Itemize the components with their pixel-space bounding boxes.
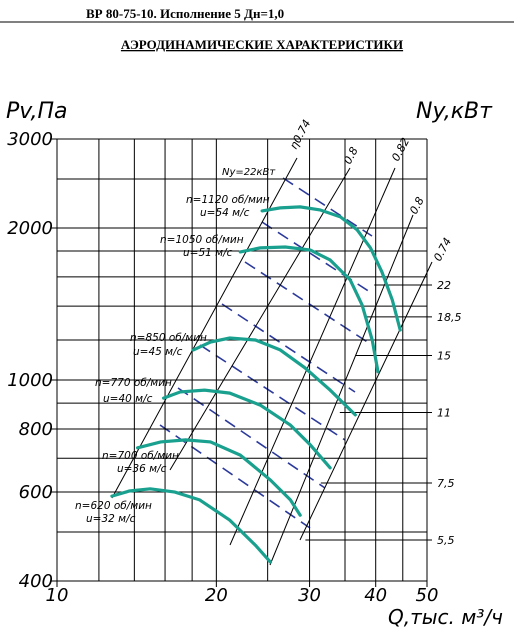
speed-curve [110, 487, 272, 564]
speed-curve [162, 388, 332, 470]
chart-title: АЭРОДИНАМИЧЕСКИЕ ХАРАКТЕРИСТИКИ [121, 37, 403, 52]
efficiency-line [169, 167, 351, 471]
efficiency-line [269, 214, 414, 566]
efficiency-line [299, 261, 433, 541]
curve-speed-label: u=54 м/с [200, 207, 250, 219]
speed-curve [238, 245, 380, 374]
x-axis-label: Q,тыс. м³/ч [388, 605, 503, 629]
y-tick-label: 2000 [7, 218, 53, 239]
speed-curve [191, 336, 357, 417]
y2-tick-label: 15 [437, 349, 451, 362]
y-axis-label: Pv,Па [6, 99, 68, 124]
y2-axis-label: Ny,кВт [416, 99, 493, 124]
y-tick-label: 800 [19, 419, 53, 440]
speed-curve [260, 205, 402, 332]
y2-tick-label: 5,5 [437, 534, 455, 547]
power-lines [159, 177, 373, 529]
curve-speed-label: u=51 м/с [183, 247, 233, 259]
header: ВР 80-75-10. Исполнение 5 Дн=1,0 [86, 6, 284, 21]
curve-speed-label: u=32 м/с [86, 513, 136, 525]
curve-label: n=1120 об/мин [186, 194, 270, 206]
x-tick-label: 30 [298, 585, 321, 606]
y2-tick-label: 11 [437, 407, 451, 420]
efficiency-line [229, 167, 396, 546]
efficiency-label: 0.82 [389, 136, 412, 164]
speed-curve [136, 438, 302, 517]
y-tick-label: 3000 [7, 129, 53, 150]
curve-speed-label: u=40 м/с [103, 393, 153, 405]
efficiency-label: 0.74 [431, 236, 454, 264]
x-tick-label: 50 [416, 585, 439, 606]
efficiency-line [111, 157, 298, 499]
power-note: Ny=22кВт [222, 167, 276, 178]
y2-tick-label: 7,5 [437, 477, 455, 490]
x-tick-label: 10 [46, 585, 69, 606]
y2-tick-label: 22 [437, 279, 451, 292]
curve-label: n=770 об/мин [95, 377, 172, 389]
y-tick-label: 600 [19, 482, 53, 503]
curve-label: n=850 об/мин [130, 332, 207, 344]
curve-speed-label: u=45 м/с [133, 346, 183, 358]
y-tick-label: 1000 [7, 370, 53, 391]
efficiency-label: 0.8 [407, 195, 427, 217]
efficiency-label: 0.8 [341, 145, 361, 167]
curve-label: n=700 об/мин [102, 450, 179, 462]
x-tick-label: 40 [364, 585, 387, 606]
curve-speed-label: u=36 м/с [117, 463, 167, 475]
y2-tick-label: 18,5 [437, 311, 462, 324]
y-tick-label: 400 [19, 571, 53, 592]
x-tick-label: 20 [205, 585, 228, 606]
curve-label: n=1050 об/мин [160, 234, 244, 246]
curve-label: n=620 об/мин [75, 500, 152, 512]
